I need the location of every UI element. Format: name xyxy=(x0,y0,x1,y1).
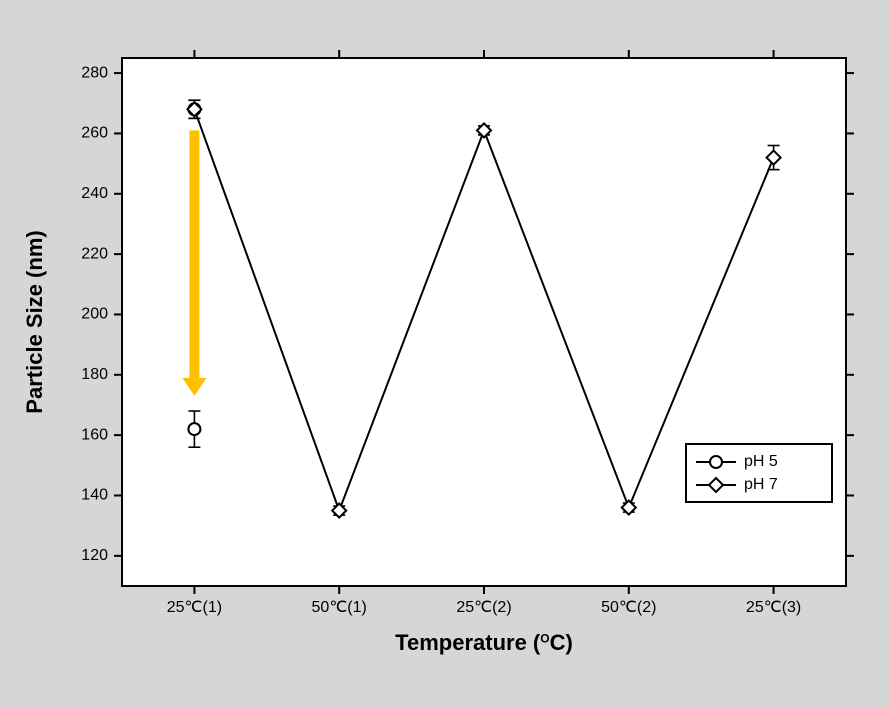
ytick-label: 200 xyxy=(81,306,108,323)
xtick-label: 50℃(1) xyxy=(312,599,367,616)
ylabel: Particle Size (nm) xyxy=(22,230,47,413)
particle-size-chart: 120 140 160 180 200 220 240 260 280 25℃(1) 50℃(1) 2… xyxy=(0,0,890,708)
ytick-label: 260 xyxy=(81,125,108,142)
xtick-label: 25℃(1) xyxy=(167,599,222,616)
ytick-label: 120 xyxy=(81,547,108,564)
ytick-label: 280 xyxy=(81,64,108,81)
ytick-label: 220 xyxy=(81,245,108,262)
marker-circle xyxy=(710,456,722,468)
legend-label: pH 7 xyxy=(744,476,778,493)
marker-circle xyxy=(188,423,200,435)
xtick-label: 50℃(2) xyxy=(601,599,656,616)
legend-label: pH 5 xyxy=(744,453,778,470)
ytick-label: 240 xyxy=(81,185,108,202)
xtick-label: 25℃(3) xyxy=(746,599,801,616)
ytick-label: 180 xyxy=(81,366,108,383)
xtick-label: 25℃(2) xyxy=(456,599,511,616)
ytick-label: 140 xyxy=(81,487,108,504)
ytick-label: 160 xyxy=(81,426,108,443)
